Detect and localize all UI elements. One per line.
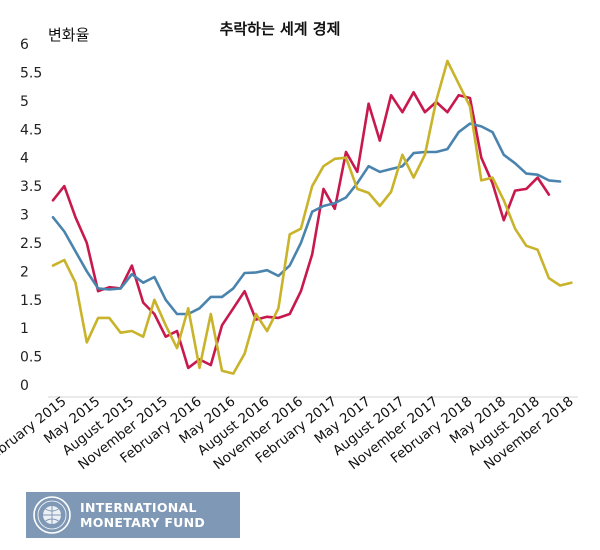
y-tick-label: 6 (20, 37, 29, 53)
y-tick-label: 1 (20, 321, 29, 337)
y-tick-label: 4 (20, 151, 29, 167)
imf-seal-icon (33, 496, 71, 534)
line-chart: 추락하는 세계 경제 변화율 0 0.5 1 1.5 2 2.5 3 3.5 4 4.5 5 5.5 6… (0, 20, 578, 474)
series-lines (51, 59, 573, 375)
y-tick-label: 2 (20, 264, 29, 280)
series-line-3 (51, 59, 573, 375)
logo-line-2: MONETARY FUND (80, 515, 206, 530)
y-tick-label: 3.5 (20, 179, 42, 195)
y-tick-label: 2.5 (20, 236, 42, 252)
y-tick-label: 5 (20, 94, 29, 110)
series-line-2 (51, 122, 562, 316)
y-tick-label: 5.5 (20, 65, 42, 81)
imf-logo: INTERNATIONAL MONETARY FUND (26, 492, 240, 538)
imf-logo-text: INTERNATIONAL MONETARY FUND (80, 500, 205, 530)
y-axis-label: 변화율 (48, 26, 89, 44)
y-tick-labels: 0 0.5 1 1.5 2 2.5 3 3.5 4 4.5 5 5.5 6 (20, 37, 42, 394)
y-tick-label: 0 (20, 378, 29, 394)
logo-line-1: INTERNATIONAL (80, 500, 197, 515)
y-tick-label: 1.5 (20, 293, 42, 309)
y-tick-label: 4.5 (20, 122, 42, 138)
chart-title: 추락하는 세계 경제 (220, 20, 341, 38)
y-tick-label: 3 (20, 208, 29, 224)
y-tick-label: 0.5 (20, 350, 42, 366)
